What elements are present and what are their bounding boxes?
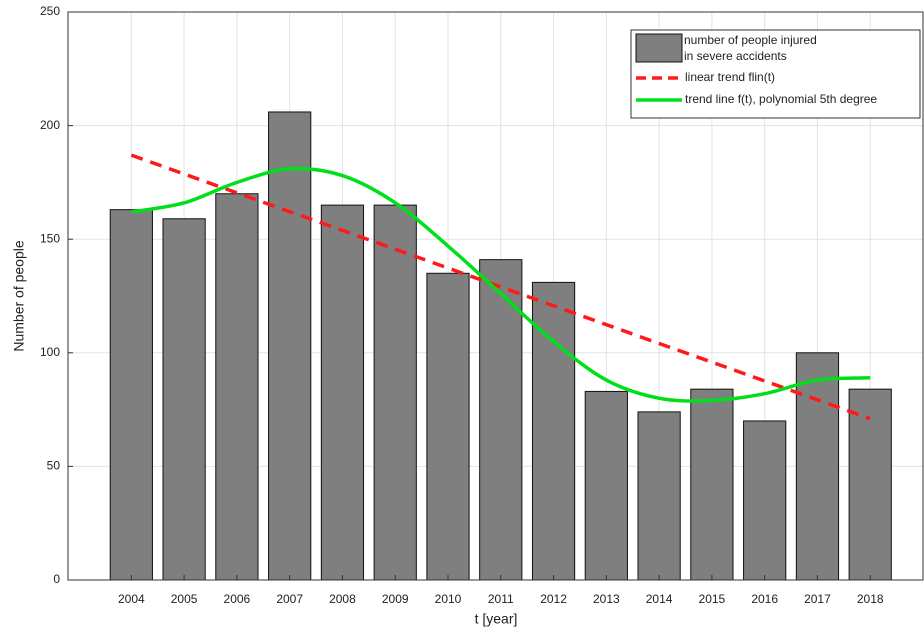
marks bbox=[109, 111, 892, 581]
x-tick-label: 2016 bbox=[751, 592, 778, 606]
bar bbox=[531, 281, 576, 581]
bar bbox=[848, 388, 892, 581]
bar bbox=[743, 420, 787, 581]
legend-label: linear trend flin(t) bbox=[685, 70, 775, 84]
bar bbox=[690, 388, 734, 581]
y-tick-label: 150 bbox=[40, 231, 60, 245]
x-tick-label: 2018 bbox=[857, 592, 884, 606]
y-tick-label: 50 bbox=[47, 459, 61, 473]
x-tick-label: 2010 bbox=[435, 592, 462, 606]
x-tick-label: 2017 bbox=[804, 592, 831, 606]
legend-label-box: number of people injured in severe accid… bbox=[684, 33, 817, 63]
x-axis-label: t [year] bbox=[475, 611, 518, 627]
x-tick-label: 2004 bbox=[118, 592, 145, 606]
x-tick-label: 2013 bbox=[593, 592, 620, 606]
bar bbox=[426, 272, 470, 581]
bar bbox=[479, 259, 523, 581]
bar bbox=[795, 352, 840, 581]
bar bbox=[215, 193, 259, 581]
plot-frame bbox=[67, 11, 924, 581]
x-tick-label: 2012 bbox=[540, 592, 567, 606]
y-tick-label: 200 bbox=[40, 118, 60, 132]
legend-swatch bbox=[635, 33, 683, 63]
x-tick-label: 2007 bbox=[276, 592, 303, 606]
bar bbox=[162, 218, 206, 581]
x-tick-label: 2009 bbox=[382, 592, 409, 606]
trend-line bbox=[130, 153, 871, 421]
x-tick-label: 2006 bbox=[224, 592, 251, 606]
bar bbox=[373, 204, 417, 581]
x-tick-label: 2005 bbox=[171, 592, 198, 606]
x-tick-label: 2015 bbox=[699, 592, 726, 606]
y-tick-label: 250 bbox=[40, 4, 60, 18]
y-tick-label: 0 bbox=[53, 572, 60, 586]
legend-label: trend line f(t), polynomial 5th degree bbox=[685, 92, 877, 106]
x-tick-label: 2008 bbox=[329, 592, 356, 606]
x-tick-label: 2014 bbox=[646, 592, 673, 606]
legend-label: number of people injured in severe accid… bbox=[684, 33, 817, 63]
bar bbox=[320, 204, 365, 581]
y-axis-label: Number of people bbox=[11, 240, 27, 352]
axes: 0 50 100 150 200 250 2004 2005 2006 2007 2008 2009 2… bbox=[40, 4, 924, 606]
bar bbox=[637, 411, 681, 581]
trend-line bbox=[131, 166, 871, 403]
x-tick-label: 2011 bbox=[488, 592, 514, 606]
y-tick-label: 100 bbox=[40, 345, 60, 359]
bar bbox=[584, 390, 628, 581]
bar bbox=[268, 111, 312, 581]
bar bbox=[109, 209, 153, 581]
legend: number of people injured in severe accid… bbox=[630, 29, 921, 119]
